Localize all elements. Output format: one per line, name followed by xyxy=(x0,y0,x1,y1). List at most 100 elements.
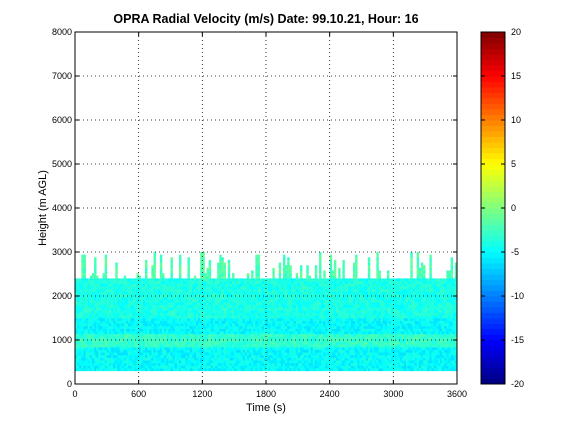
heatmap-cell xyxy=(253,357,256,361)
heatmap-cell xyxy=(77,365,80,369)
heatmap-cell xyxy=(191,304,195,308)
heatmap-cell xyxy=(104,312,108,316)
heatmap-cell xyxy=(85,281,89,284)
heatmap-cell xyxy=(278,262,282,266)
heatmap-cell xyxy=(274,341,277,345)
heatmap-cell xyxy=(299,275,303,279)
heatmap-cell xyxy=(108,320,112,324)
heatmap-cell xyxy=(75,310,78,314)
heatmap-cell xyxy=(162,325,165,329)
heatmap-cell xyxy=(234,315,237,319)
heatmap-cell xyxy=(293,323,297,327)
heatmap-cell xyxy=(121,323,125,327)
heatmap-cell xyxy=(174,304,178,308)
heatmap-cell xyxy=(111,307,114,311)
heatmap-cell xyxy=(202,352,205,356)
heatmap-cell xyxy=(147,278,150,282)
heatmap-cell xyxy=(236,331,239,335)
heatmap-cell xyxy=(117,296,120,300)
heatmap-cell xyxy=(342,333,345,337)
heatmap-cell xyxy=(113,344,116,348)
heatmap-cell xyxy=(234,339,237,343)
heatmap-cell xyxy=(138,275,142,279)
heatmap-cell xyxy=(155,318,159,321)
heatmap-cell xyxy=(257,339,260,343)
heatmap-cell xyxy=(327,310,330,314)
heatmap-cell xyxy=(253,349,256,353)
heatmap-cell xyxy=(274,352,277,356)
heatmap-cell xyxy=(83,304,86,308)
heatmap-cell xyxy=(285,368,288,372)
heatmap-cell xyxy=(240,347,243,350)
heatmap-cell xyxy=(100,288,103,292)
heatmap-cell xyxy=(170,320,173,324)
heatmap-cell xyxy=(191,328,195,332)
heatmap-cell xyxy=(282,339,286,343)
heatmap-cell xyxy=(210,299,214,303)
heatmap-cell xyxy=(348,336,352,340)
heatmap-cell xyxy=(149,354,152,358)
heatmap-cell xyxy=(117,307,120,311)
heatmap-cell xyxy=(355,357,358,361)
heatmap-cell xyxy=(249,323,252,327)
heatmap-cell xyxy=(98,352,101,356)
heatmap-cell xyxy=(136,357,139,361)
heatmap-cell xyxy=(266,333,269,337)
heatmap-cell xyxy=(316,291,320,295)
heatmap-cell xyxy=(89,333,93,337)
heatmap-cell xyxy=(278,344,282,348)
heatmap-cell xyxy=(132,294,135,298)
heatmap-cell xyxy=(355,294,358,298)
heatmap-cell xyxy=(140,360,144,364)
heatmap-cell xyxy=(178,273,182,277)
heatmap-cell xyxy=(261,318,265,321)
heatmap-cell xyxy=(340,368,343,372)
heatmap-cell xyxy=(236,310,239,314)
heatmap-cell xyxy=(136,294,139,298)
heatmap-cell xyxy=(229,291,233,295)
heatmap-cell xyxy=(145,270,148,274)
heatmap-cell xyxy=(255,288,258,292)
heatmap-cell xyxy=(272,357,275,361)
heatmap-cell xyxy=(329,320,333,324)
heatmap-cell xyxy=(293,365,297,369)
heatmap-cell xyxy=(302,296,305,300)
heatmap-cell xyxy=(253,296,256,300)
heatmap-cell xyxy=(168,312,171,316)
heatmap-cell xyxy=(75,349,78,353)
heatmap-cell xyxy=(98,286,101,290)
heatmap-cell xyxy=(202,344,205,348)
heatmap-cell xyxy=(81,262,84,266)
heatmap-cell xyxy=(96,336,99,340)
heatmap-cell xyxy=(357,323,360,327)
heatmap-cell xyxy=(83,254,86,258)
heatmap-cell xyxy=(253,315,256,319)
heatmap-cell xyxy=(266,352,269,356)
heatmap-cell xyxy=(272,328,275,332)
heatmap-cell xyxy=(325,315,328,319)
heatmap-cell xyxy=(77,331,80,335)
heatmap-cell xyxy=(293,360,297,364)
heatmap-cell xyxy=(102,331,106,335)
heatmap-cell xyxy=(79,341,82,345)
heatmap-cell xyxy=(323,307,326,311)
heatmap-cell xyxy=(350,278,354,282)
heatmap-cell xyxy=(257,333,260,337)
heatmap-cell xyxy=(287,315,290,319)
heatmap-cell xyxy=(229,368,233,372)
heatmap-cell xyxy=(261,344,265,348)
heatmap-cell xyxy=(282,336,286,340)
heatmap-cell xyxy=(151,365,154,369)
heatmap-cell xyxy=(304,344,307,348)
heatmap-cell xyxy=(278,365,282,369)
heatmap-cell xyxy=(268,339,271,343)
heatmap-cell xyxy=(340,357,343,361)
heatmap-cell xyxy=(185,354,188,358)
heatmap-cell xyxy=(204,339,207,343)
heatmap-cell xyxy=(321,333,324,337)
heatmap-cell xyxy=(157,331,161,335)
heatmap-cell xyxy=(350,333,354,337)
heatmap-cell xyxy=(314,275,318,279)
heatmap-cell xyxy=(244,318,248,321)
heatmap-cell xyxy=(136,296,139,300)
